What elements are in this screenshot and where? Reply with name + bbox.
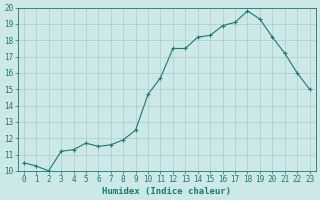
X-axis label: Humidex (Indice chaleur): Humidex (Indice chaleur) bbox=[102, 187, 231, 196]
